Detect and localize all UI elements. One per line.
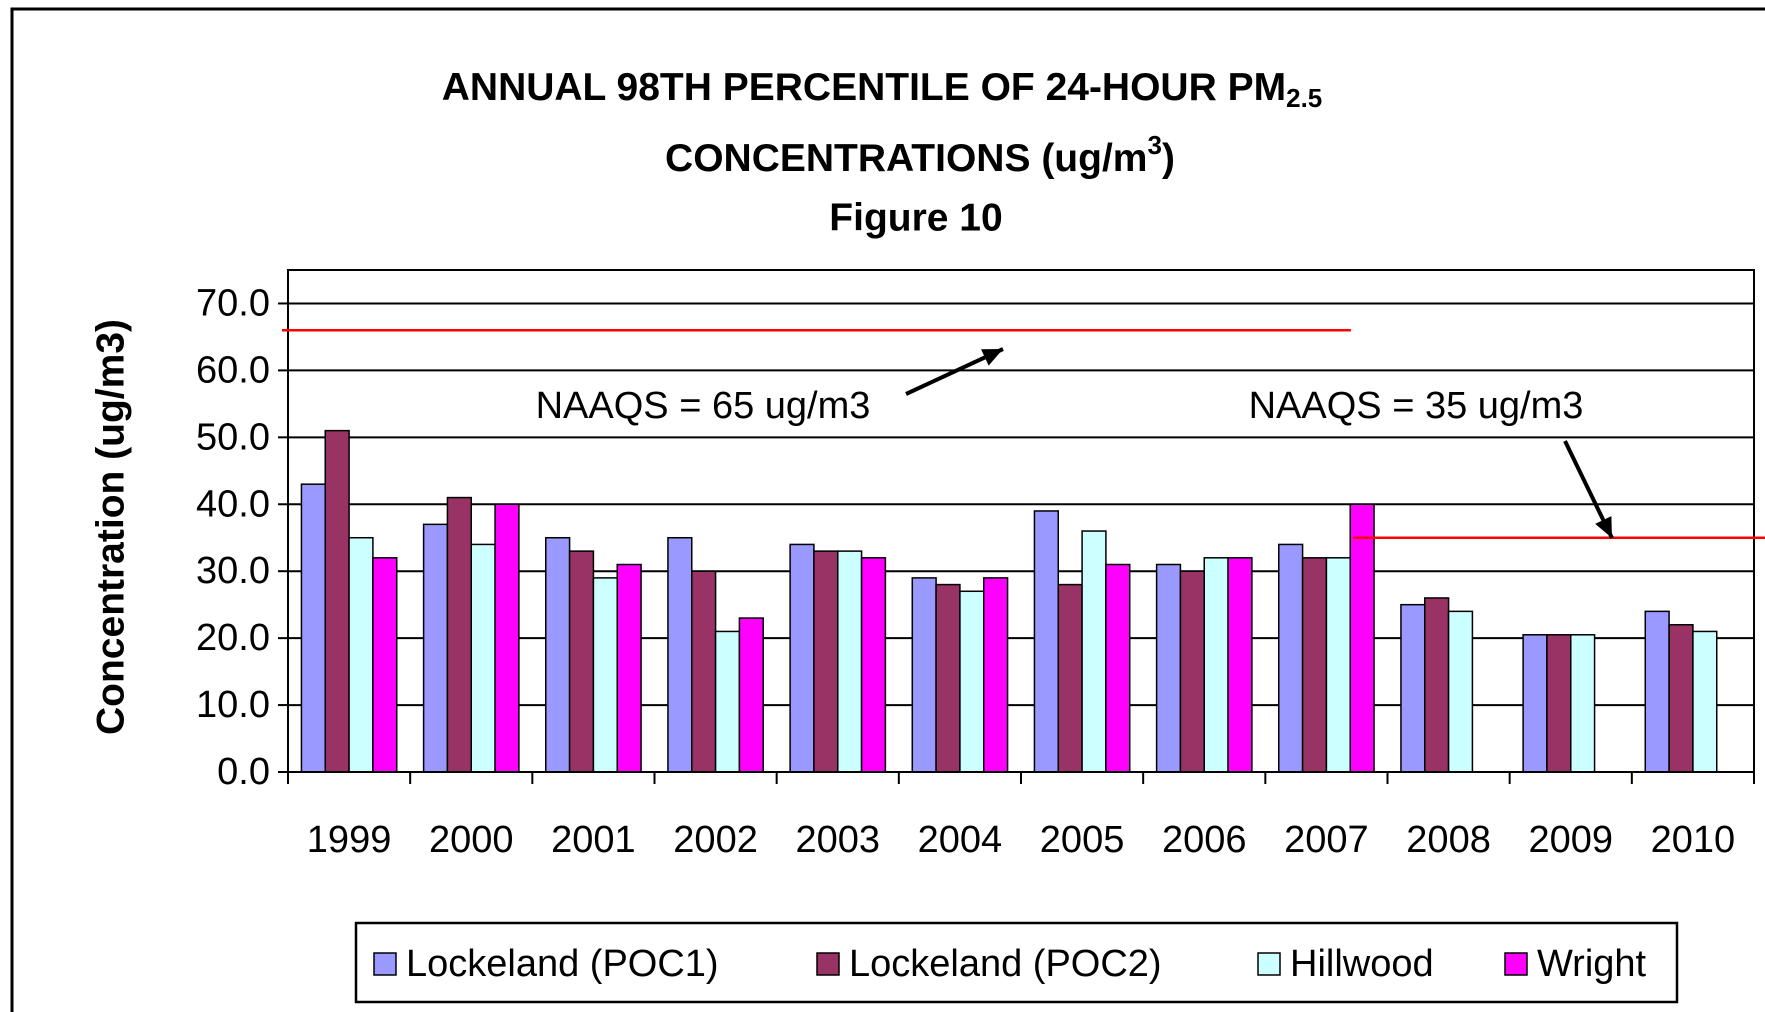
bar <box>1179 570 1205 773</box>
x-tick-label: 2002 <box>673 819 758 861</box>
x-tick-label: 1999 <box>307 819 392 861</box>
x-tick-label: 2003 <box>795 819 880 861</box>
title-text: ) <box>1162 137 1175 180</box>
bar <box>1349 503 1375 773</box>
bar <box>738 617 764 773</box>
legend-label: Lockeland (POC2) <box>849 943 1162 985</box>
legend-label: Wright <box>1537 943 1647 985</box>
title-superscript: 3 <box>1147 130 1161 160</box>
y-tick-label: 40.0 <box>196 483 270 525</box>
legend-label: Hillwood <box>1290 943 1434 985</box>
legend-swatch <box>1504 952 1528 976</box>
bar <box>959 590 985 773</box>
bar <box>592 577 618 773</box>
chart-subtitle: Figure 10 <box>829 196 1002 239</box>
y-tick-label: 60.0 <box>196 349 270 391</box>
bar <box>1447 610 1474 773</box>
bar <box>714 630 741 773</box>
bar <box>837 550 863 773</box>
x-tick-label: 2008 <box>1406 819 1491 861</box>
x-tick-label: 2010 <box>1651 819 1736 861</box>
x-tick-label: 2005 <box>1040 819 1125 861</box>
legend-label: Lockeland (POC1) <box>406 943 719 985</box>
bar <box>1057 583 1083 773</box>
y-tick-label: 50.0 <box>196 416 270 458</box>
legend-swatch <box>373 952 397 976</box>
bar <box>1522 634 1548 773</box>
y-tick-label: 10.0 <box>196 684 270 726</box>
annotation: NAAQS = 35 ug/m3 <box>1249 385 1584 427</box>
bar <box>446 496 472 773</box>
bar <box>616 563 642 773</box>
plot-frame <box>287 269 1755 773</box>
x-tick-label: 2004 <box>918 819 1003 861</box>
bar <box>1301 557 1328 773</box>
y-axis-label: Concentration (ug/m3) <box>89 319 132 735</box>
title-text: CONCENTRATIONS (ug/m <box>665 137 1147 180</box>
bar <box>1546 634 1572 773</box>
bar <box>982 577 1009 773</box>
bar <box>911 577 937 773</box>
y-tick-label: 70.0 <box>196 282 270 324</box>
bar <box>1668 623 1694 773</box>
chart-title: CONCENTRATIONS (ug/m3) <box>665 130 1175 180</box>
bar <box>470 543 496 773</box>
y-tick-label: 0.0 <box>217 751 270 793</box>
y-tick-label: 30.0 <box>196 550 270 592</box>
bar <box>1033 510 1060 773</box>
x-tick-label: 2000 <box>429 819 514 861</box>
x-tick-label: 2001 <box>551 819 636 861</box>
bar <box>1105 563 1131 773</box>
bar <box>494 503 520 773</box>
arrow-head <box>981 349 1003 366</box>
bar <box>1155 563 1182 773</box>
legend-swatch <box>1257 952 1281 976</box>
bar <box>1081 530 1107 773</box>
x-tick-label: 2006 <box>1162 819 1247 861</box>
bar <box>860 557 887 773</box>
bar <box>789 543 815 773</box>
bar <box>372 557 398 773</box>
bar <box>1424 597 1450 773</box>
title-text: ANNUAL 98TH PERCENTILE OF 24-HOUR PM <box>442 66 1286 109</box>
bar <box>935 583 961 773</box>
bar <box>813 550 839 773</box>
title-subscript: 2.5 <box>1286 83 1322 113</box>
bar <box>1570 634 1596 773</box>
bar <box>1400 603 1426 773</box>
bar <box>1644 610 1670 773</box>
bar <box>1278 543 1304 773</box>
y-tick-label: 20.0 <box>196 617 270 659</box>
bar <box>568 550 595 773</box>
bar <box>1227 557 1253 773</box>
arrow-head <box>1595 516 1612 538</box>
chart-title: ANNUAL 98TH PERCENTILE OF 24-HOUR PM2.5 <box>442 66 1323 113</box>
x-tick-label: 2007 <box>1284 819 1369 861</box>
legend-swatch <box>816 952 840 976</box>
frame <box>10 7 1765 1012</box>
bar <box>545 536 571 773</box>
bar <box>1203 557 1229 773</box>
annotation: NAAQS = 65 ug/m3 <box>536 385 871 427</box>
bar <box>1692 630 1718 773</box>
bar <box>691 570 717 773</box>
legend-frame <box>354 921 1679 1004</box>
bar <box>667 536 693 773</box>
bar <box>300 483 327 773</box>
x-tick-label: 2009 <box>1528 819 1613 861</box>
bar <box>422 523 449 773</box>
bar <box>348 536 374 773</box>
bar <box>324 429 350 773</box>
bar <box>1325 557 1351 773</box>
